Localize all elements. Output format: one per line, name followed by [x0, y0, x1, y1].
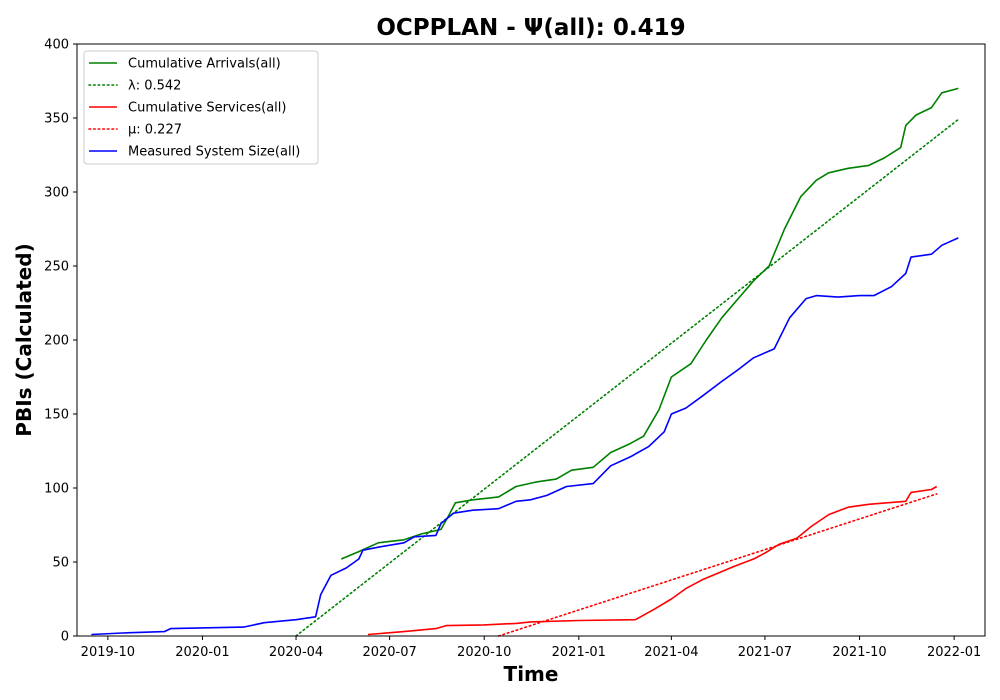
legend-label-3: μ: 0.227 [128, 123, 182, 138]
series-line-2 [367, 485, 938, 636]
y-tick-label-1: 50 [52, 556, 69, 571]
x-tick-label-7: 2021-07 [738, 645, 792, 660]
y-axis: 0 50 100 150 200 250 300 350 400 [44, 38, 77, 645]
x-tick-label-8: 2021-10 [832, 645, 886, 660]
x-tick-label-4: 2020-10 [457, 645, 511, 660]
x-tick-label-9: 2022-01 [927, 645, 981, 660]
y-axis-title: PBIs (Calculated) [12, 243, 36, 436]
x-tick-label-5: 2021-01 [552, 645, 606, 660]
series-line-3 [497, 493, 938, 637]
y-tick-label-2: 100 [44, 482, 69, 497]
plot-area [76, 43, 986, 637]
y-tick-label-4: 200 [44, 334, 69, 349]
legend-label-4: Measured System Size(all) [128, 145, 300, 160]
y-tick-label-0: 0 [61, 630, 69, 645]
x-tick-label-6: 2021-04 [644, 645, 698, 660]
series-layer [91, 87, 960, 637]
series-line-0 [340, 87, 959, 560]
y-tick-label-5: 250 [44, 260, 69, 275]
x-axis: 2019-10 2020-01 2020-04 2020-07 2020-10 2021-… [81, 636, 981, 660]
legend: Cumulative Arrivals(all) λ: 0.542 Cumulati… [83, 50, 319, 165]
series-line-1 [295, 118, 960, 637]
x-tick-label-3: 2020-07 [362, 645, 416, 660]
y-tick-label-8: 400 [44, 38, 69, 53]
x-tick-label-0: 2019-10 [81, 645, 135, 660]
y-tick-label-3: 150 [44, 408, 69, 423]
legend-box [83, 50, 319, 165]
legend-label-0: Cumulative Arrivals(all) [128, 57, 281, 72]
x-tick-label-1: 2020-01 [175, 645, 229, 660]
series-line-4 [91, 237, 959, 636]
x-tick-label-2: 2020-04 [269, 645, 323, 660]
legend-label-1: λ: 0.542 [128, 79, 181, 94]
y-tick-label-7: 350 [44, 112, 69, 127]
chart-title: OCPPLAN - Ψ(all): 0.419 [376, 15, 685, 41]
x-axis-title: Time [504, 662, 559, 686]
y-tick-label-6: 300 [44, 186, 69, 201]
legend-label-2: Cumulative Services(all) [128, 101, 286, 116]
